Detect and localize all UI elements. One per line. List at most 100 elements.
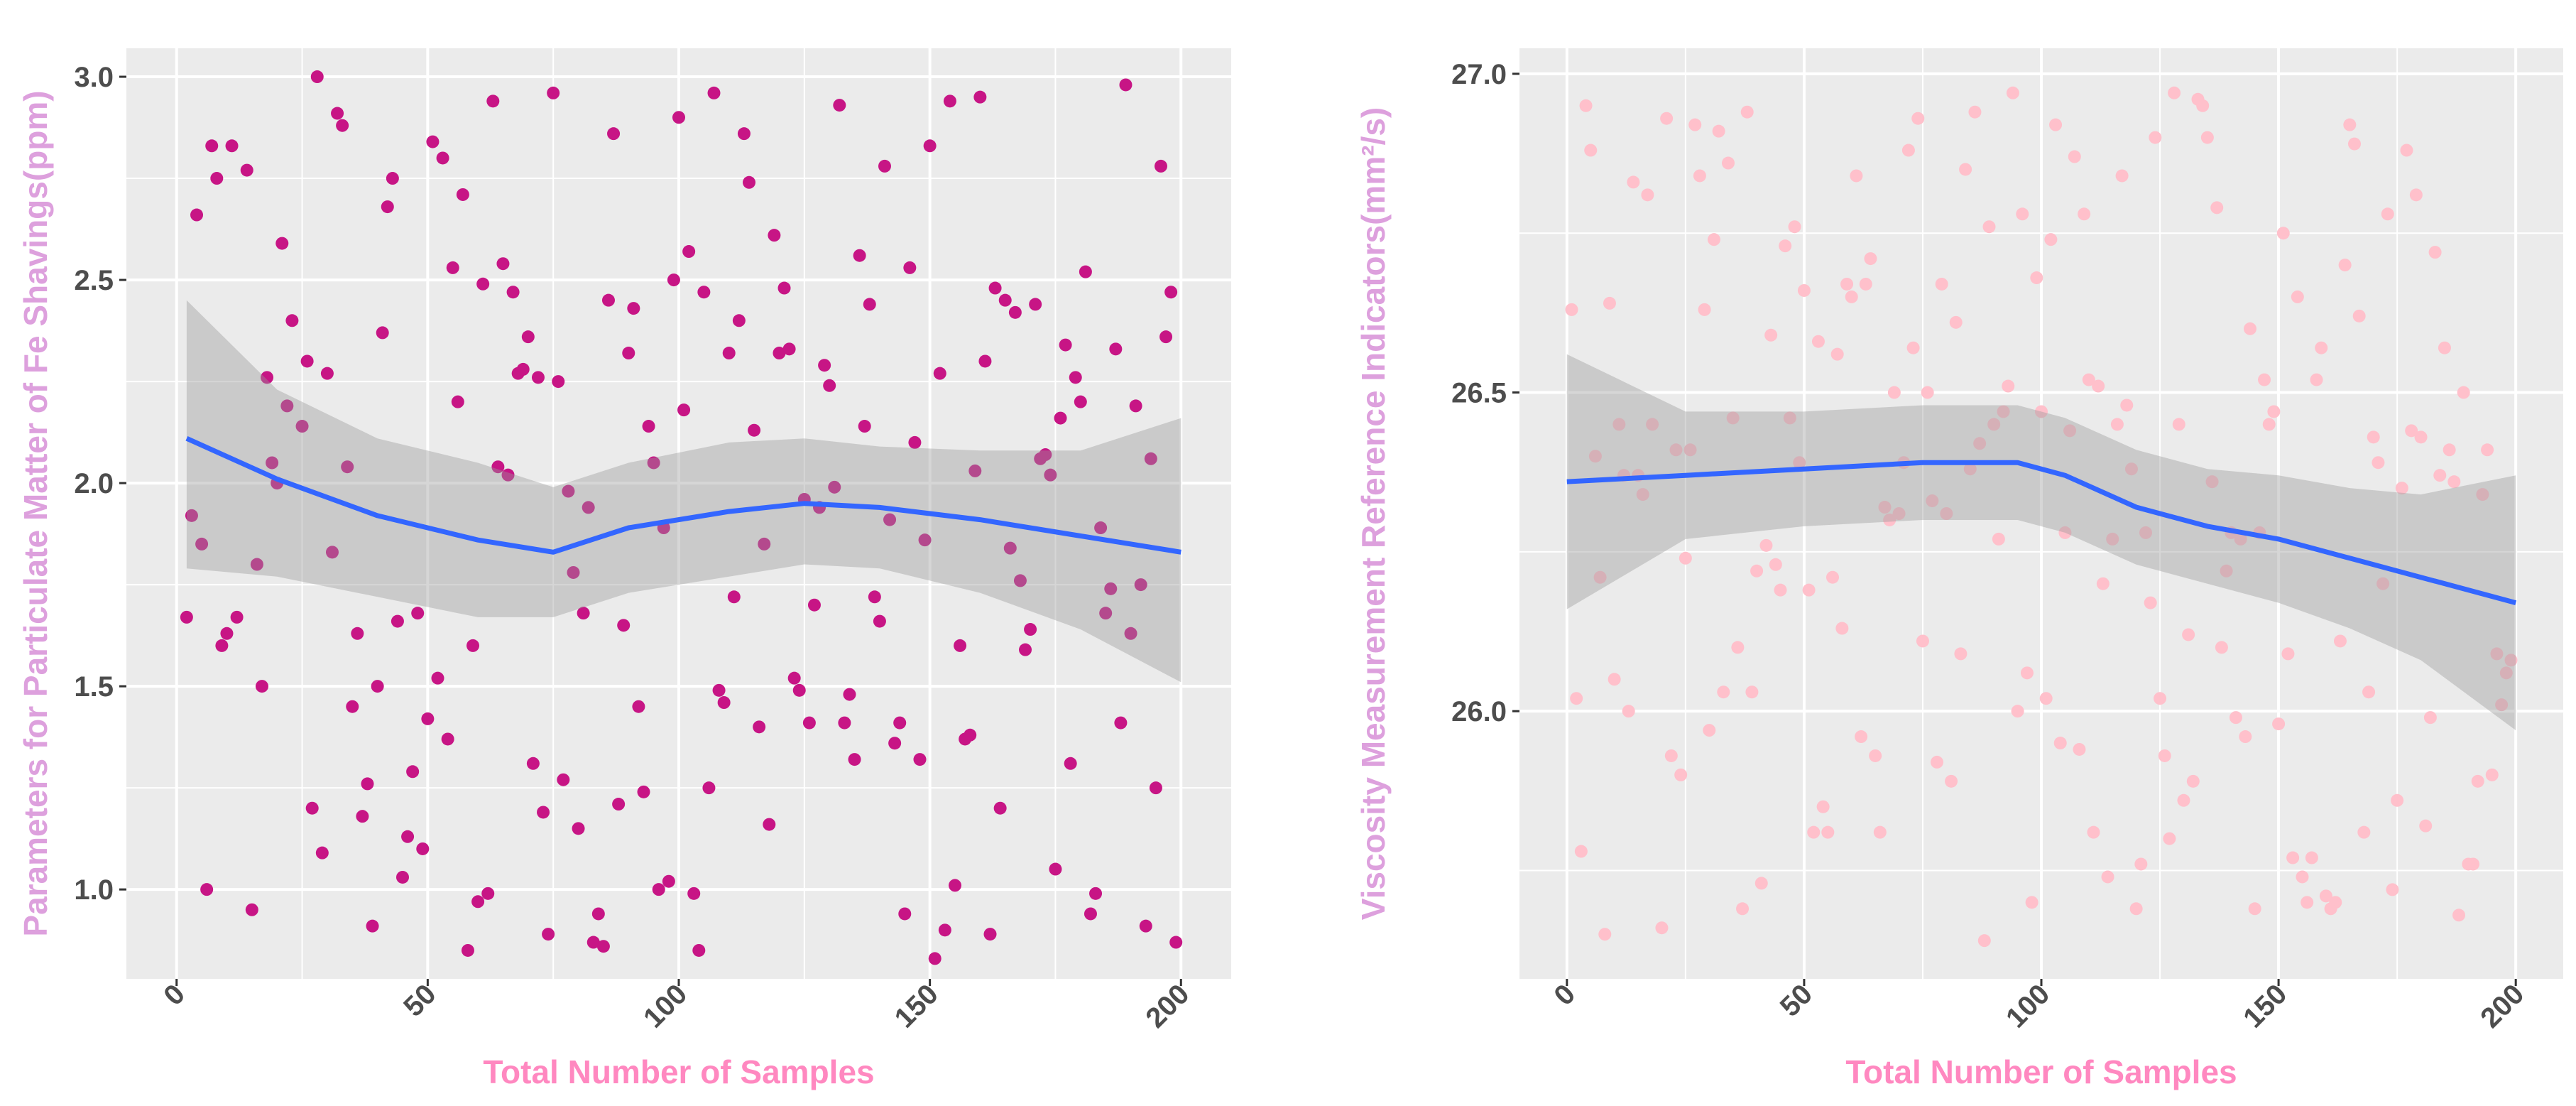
left-data-point [562,484,575,498]
left-data-point [346,700,359,713]
left-data-point [1114,716,1128,730]
right-data-point [2115,169,2129,183]
right-data-point [1883,513,1896,526]
left-y-tick-label: 2.5 [74,265,114,296]
left-data-point [220,627,234,640]
right-data-point [1703,724,1716,737]
left-data-point [261,371,274,384]
left-data-point [828,480,841,494]
left-data-point [506,286,520,299]
right-data-point [1712,124,1725,138]
right-data-point [2276,227,2290,240]
left-data-point [732,314,746,327]
left-x-tick-label: 0 [158,978,191,1012]
left-data-point [582,501,595,514]
left-data-point [913,753,927,766]
left-data-point [1149,781,1162,795]
right-data-point [2129,902,2143,916]
right-data-point [2281,647,2295,661]
left-data-point [773,347,786,360]
left-y-tick-label: 1.5 [74,671,114,703]
left-data-point [501,468,515,482]
right-data-point [1887,386,1901,399]
left-data-point [928,952,942,965]
left-data-point [898,907,912,921]
right-data-point [1873,825,1887,839]
right-data-point [1811,335,1825,348]
left-data-point [366,919,379,933]
left-data-point [1069,371,1082,384]
left-data-point [552,375,565,389]
right-data-point [2333,634,2347,648]
right-data-point [1977,934,1991,948]
right-data-point [1759,538,1773,552]
left-data-point [250,558,263,571]
left-data-point [687,887,701,900]
left-data-point [240,163,253,177]
right-data-point [2352,309,2366,322]
right-data-point [2405,424,2418,438]
right-data-point [1921,386,1934,399]
left-data-point [245,903,258,916]
right-data-point [2239,730,2252,744]
left-data-point [391,614,404,628]
right-data-point [1855,730,1868,744]
left-data-point [285,314,299,327]
left-data-point [617,619,631,632]
right-data-point [1584,143,1598,157]
right-data-point [2248,902,2261,916]
left-data-point [1013,574,1027,587]
right-data-point [2457,386,2470,399]
left-data-point [923,139,937,153]
right-data-point [1655,921,1669,935]
left-data-point [526,757,540,770]
right-data-point [2006,86,2019,99]
left-data-point [1169,936,1183,949]
right-data-point [1636,488,1649,502]
left-data-point [1054,411,1067,425]
right-data-point [2124,462,2138,476]
left-data-point [823,379,836,392]
right-data-point [1688,118,1702,131]
left-data-point [993,801,1007,815]
right-data-point [1954,647,1968,661]
right-data-point [1674,768,1688,781]
right-data-point [2068,150,2081,163]
right-data-point [2082,373,2095,386]
right-data-point [1764,328,1778,342]
right-data-point [2381,207,2394,221]
right-data-point [1779,239,1792,253]
right-data-point [2319,889,2332,903]
left-x-tick-label: 100 [638,978,693,1034]
right-data-point [1959,163,1972,176]
right-data-point [2286,851,2300,864]
right-data-point [2310,373,2323,386]
left-data-point [225,139,239,153]
left-data-point [1019,643,1032,656]
right-data-point [1835,622,1849,635]
right-data-point [2419,819,2433,833]
right-data-point [1608,673,1621,686]
left-data-point [943,94,956,108]
left-data-point [596,940,610,953]
right-data-point [2049,118,2063,131]
left-data-point [712,683,726,697]
left-data-point [376,326,389,340]
right-data-point [1940,507,1953,520]
right-data-point [2504,654,2518,667]
right-data-point [1931,755,1943,769]
right-x-tick-label: 100 [2000,978,2056,1034]
left-data-point [591,907,605,921]
right-data-point [2073,742,2086,756]
left-data-point [586,936,600,949]
right-data-point [2400,143,2413,157]
right-x-tick-label: 200 [2474,978,2530,1034]
left-data-point [677,403,691,417]
right-data-point [1745,685,1759,699]
left-y-tick-label: 1.0 [74,874,114,906]
left-chart: 1.0 1.5 2.0 2.5 3.0 0 50 100 150 200 Total Number … [17,48,1231,1090]
left-confidence-ribbon [186,300,1181,683]
right-data-point [1641,188,1654,202]
right-confidence-ribbon [1566,354,2516,731]
right-data-point [1698,303,1711,316]
